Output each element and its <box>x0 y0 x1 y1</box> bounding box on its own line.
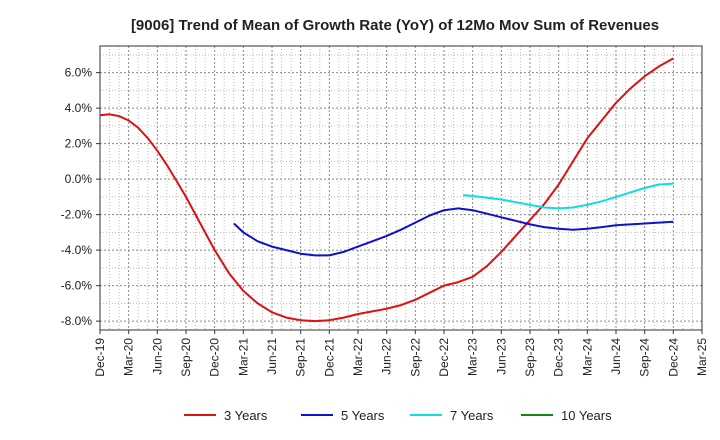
y-tick-label: 4.0% <box>65 101 93 115</box>
x-tick-label: Jun-24 <box>609 338 623 375</box>
chart-title: [9006] Trend of Mean of Growth Rate (YoY… <box>131 17 659 34</box>
x-tick-label: Mar-23 <box>466 338 480 376</box>
y-tick-label: 2.0% <box>65 137 93 151</box>
y-tick-label: -4.0% <box>61 243 93 257</box>
x-tick-label: Mar-24 <box>580 338 594 376</box>
x-tick-label: Sep-21 <box>294 338 308 377</box>
x-tick-label: Dec-22 <box>437 338 451 377</box>
y-tick-label: 0.0% <box>65 172 93 186</box>
x-tick-label: Sep-23 <box>523 338 537 377</box>
grid <box>99 46 703 330</box>
x-tick-label: Sep-24 <box>638 338 652 377</box>
y-tick-label: 6.0% <box>65 66 93 80</box>
y-tick-label: -6.0% <box>61 279 93 293</box>
y-tick-label: -8.0% <box>61 314 93 328</box>
legend-label-5-years: 5 Years <box>341 408 385 423</box>
legend: 3 Years 5 Years 7 Years 10 Years <box>184 408 612 423</box>
x-tick-label: Dec-24 <box>666 338 680 377</box>
plot-area <box>100 46 702 330</box>
x-tick-label: Jun-20 <box>150 338 164 375</box>
x-tick-label: Sep-20 <box>179 338 193 377</box>
legend-label-10-years: 10 Years <box>561 408 612 423</box>
x-tick-label: Dec-20 <box>208 338 222 377</box>
series-line-5-years <box>233 207 674 257</box>
series-line-7-years <box>463 182 674 210</box>
x-tick-label: Jun-22 <box>380 338 394 375</box>
legend-label-7-years: 7 Years <box>450 408 494 423</box>
x-tick-label: Mar-25 <box>695 338 709 376</box>
x-tick-label: Mar-21 <box>236 338 250 376</box>
x-tick-label: Dec-19 <box>93 338 107 377</box>
x-tick-label: Jun-21 <box>265 338 279 375</box>
x-tick-label: Sep-22 <box>408 338 422 377</box>
legend-label-3-years: 3 Years <box>224 408 268 423</box>
plot-frame <box>99 45 703 331</box>
series-lines <box>99 57 674 323</box>
series-line-3-years <box>99 57 674 323</box>
x-tick-label: Mar-22 <box>351 338 365 376</box>
x-tick-label: Dec-23 <box>552 338 566 377</box>
axes: 6.0%4.0%2.0%0.0%-2.0%-4.0%-6.0%-8.0%Dec-… <box>61 45 709 377</box>
x-tick-label: Dec-21 <box>322 338 336 377</box>
x-tick-label: Jun-23 <box>494 338 508 375</box>
y-tick-label: -2.0% <box>61 208 93 222</box>
x-tick-label: Mar-20 <box>122 338 136 376</box>
